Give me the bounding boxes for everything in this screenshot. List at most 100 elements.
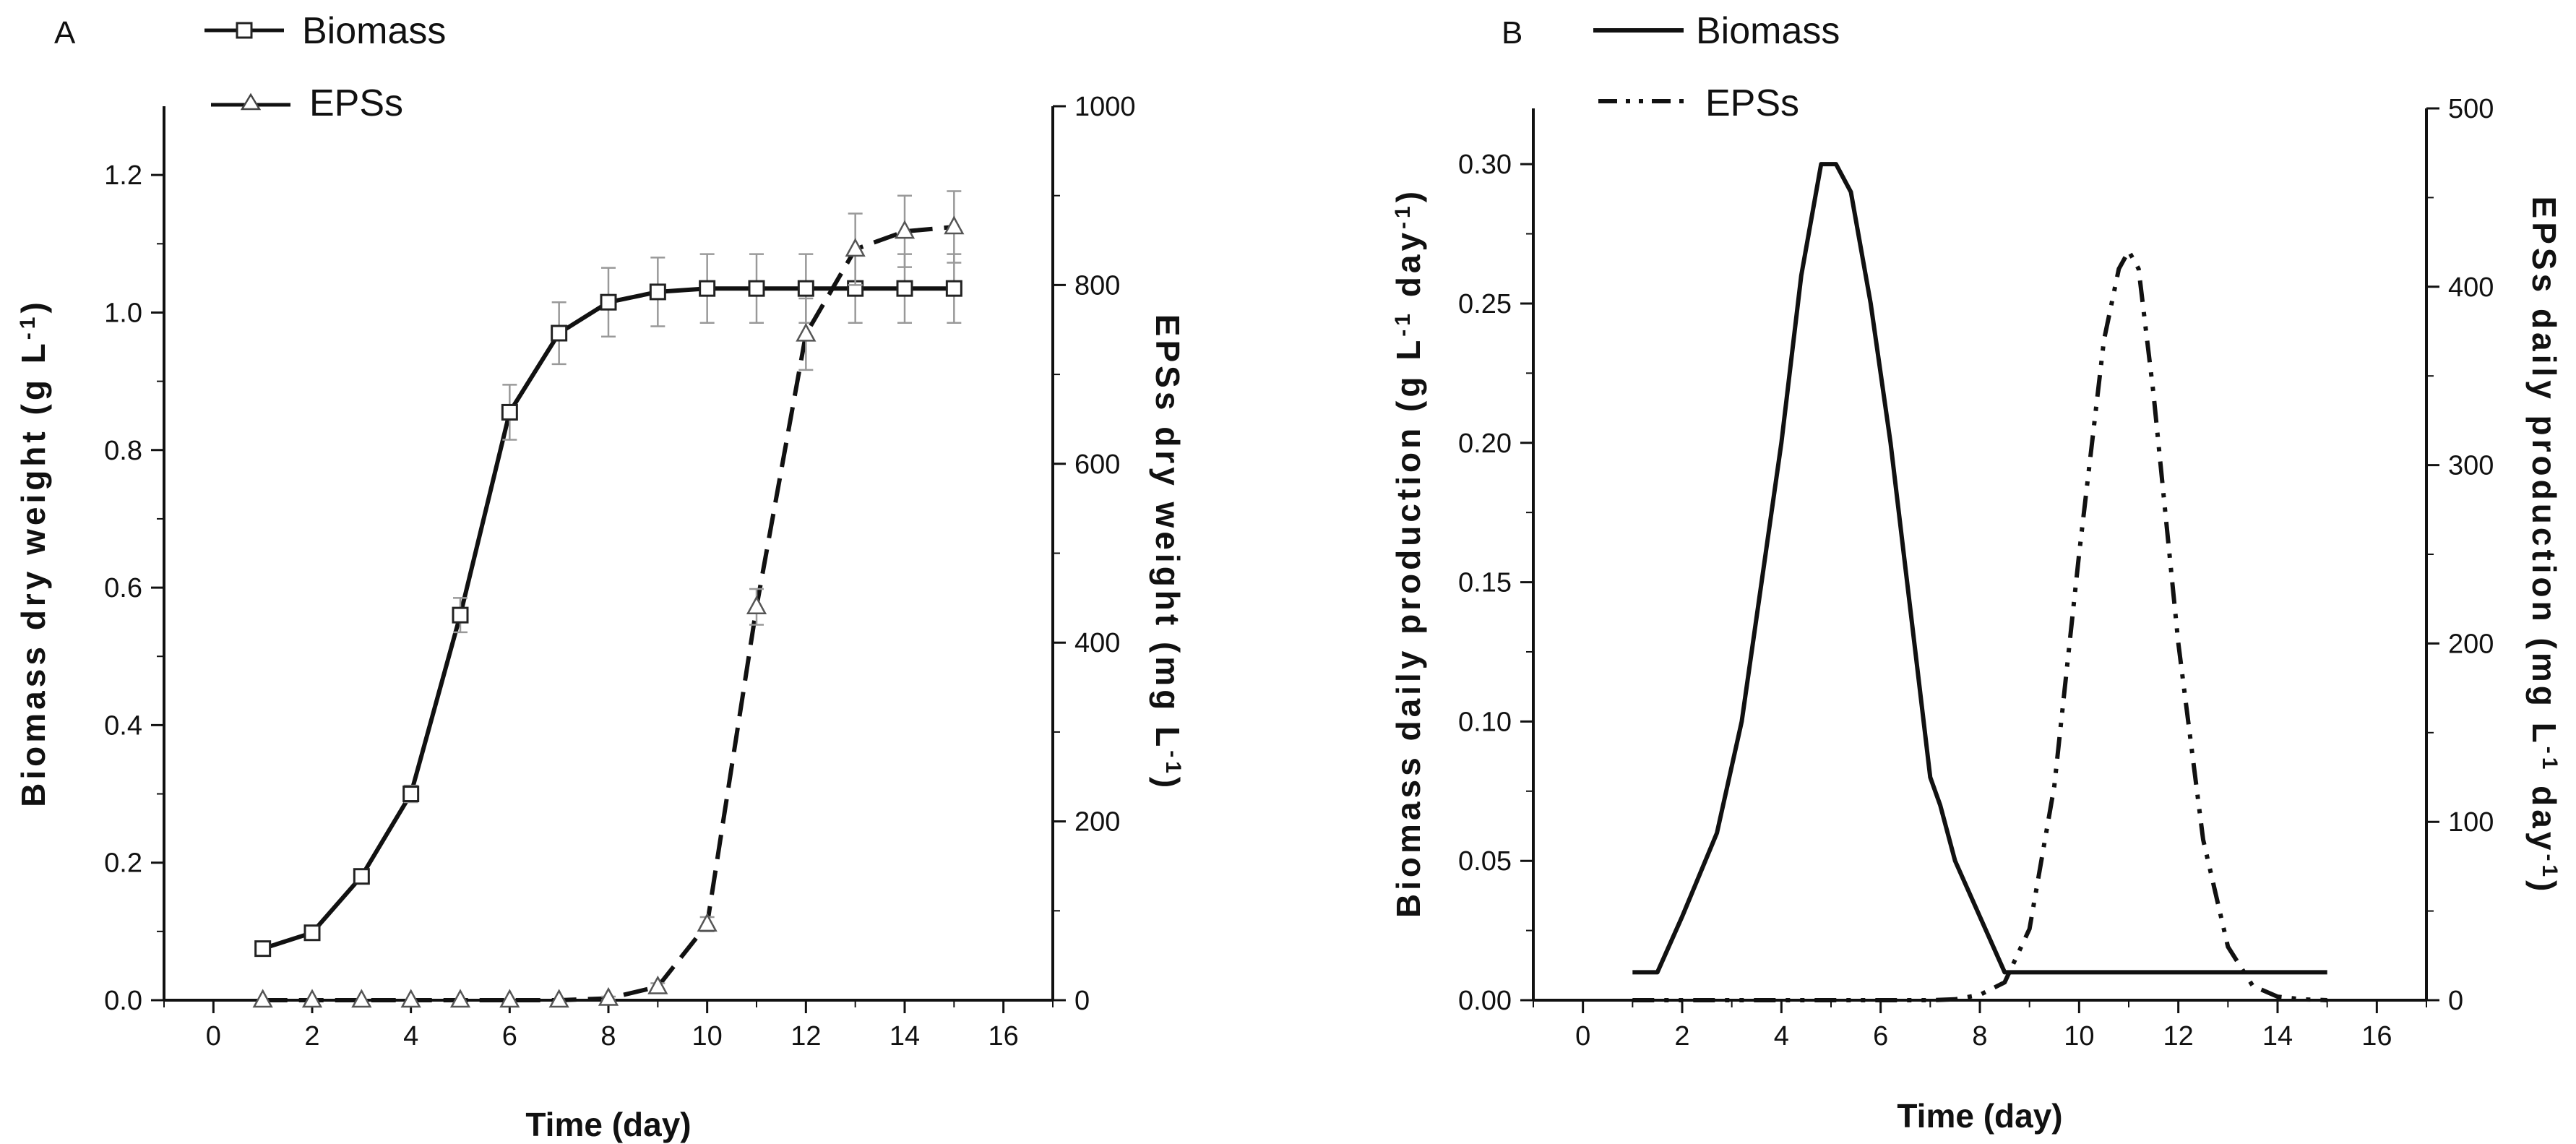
y-left-tick-label: 0.15: [1458, 568, 1512, 598]
x-tick-label: 6: [502, 1021, 517, 1051]
y-left-tick-label: 0.0: [104, 986, 142, 1016]
x-axis-label-a: Time (day): [525, 1106, 691, 1143]
legend-a-eps-label: EPSs: [309, 82, 403, 124]
x-tick-label: 4: [403, 1021, 418, 1051]
y-left-tick-label: 0.30: [1458, 150, 1512, 180]
y-left-tick-label: 0.2: [104, 848, 142, 879]
y-left-tick-label: 0.25: [1458, 289, 1512, 319]
data-point-biomass: [452, 606, 469, 624]
y-left-tick-label: 0.6: [104, 573, 142, 603]
data-point-biomass: [699, 280, 716, 297]
y-right-tick-label: 800: [1074, 270, 1120, 301]
x-tick-label: 8: [600, 1021, 616, 1051]
x-tick-label: 6: [1873, 1021, 1888, 1051]
x-tick-label: 14: [2262, 1021, 2293, 1051]
x-axis-label-b: Time (day): [1897, 1097, 2062, 1135]
legend-a-biomass-marker: [236, 22, 253, 39]
data-point-epss: [598, 986, 619, 1006]
y-left-axis-label-a: Biomass dry weight (g L-1): [14, 298, 52, 807]
data-point-epss: [944, 215, 965, 235]
y-right-tick-label: 200: [2448, 629, 2494, 659]
data-point-epss: [845, 238, 866, 257]
y-right-tick-label: 0: [1074, 986, 1090, 1016]
series-line-epss: [1632, 249, 2327, 1002]
y-right-axis-label-a: EPSs dry weight (mg L-1): [1149, 314, 1186, 791]
data-point-epss: [548, 989, 569, 1008]
data-point-biomass: [551, 324, 568, 342]
data-point-biomass: [254, 940, 272, 958]
x-tick-label: 10: [2064, 1021, 2094, 1051]
panel-b-letter: B: [1502, 15, 1522, 51]
y-right-tick-label: 300: [2448, 451, 2494, 481]
y-left-tick-label: 0.10: [1458, 707, 1512, 737]
x-tick-label: 0: [1575, 1021, 1590, 1051]
legend-a-biomass-label: Biomass: [302, 10, 446, 52]
x-tick-label: 12: [791, 1021, 821, 1051]
x-tick-label: 0: [206, 1021, 221, 1051]
y-left-axis-label-b: Biomass daily production (g L-1 day-1): [1390, 188, 1427, 918]
x-tick-label: 16: [2361, 1021, 2392, 1051]
data-point-epss: [449, 989, 471, 1008]
y-right-tick-label: 100: [2448, 807, 2494, 838]
legend-b-biomass-label: Biomass: [1696, 10, 1840, 52]
data-point-biomass: [303, 924, 321, 942]
data-point-biomass: [501, 403, 518, 421]
data-point-epss: [301, 989, 323, 1008]
data-point-epss: [351, 989, 372, 1008]
y-right-tick-label: 500: [2448, 94, 2494, 124]
y-left-tick-label: 0.05: [1458, 846, 1512, 877]
data-point-biomass: [353, 868, 370, 885]
data-point-epss: [252, 989, 273, 1008]
y-left-tick-label: 0.8: [104, 436, 142, 466]
x-tick-label: 2: [1674, 1021, 1689, 1051]
data-point-epss: [746, 595, 767, 614]
legend-a-eps-marker: [240, 93, 262, 111]
data-point-biomass: [797, 280, 814, 297]
series-a: [252, 190, 965, 1008]
x-ticks-a: 0 2 4 6 8 10 12 14 16: [163, 1000, 1054, 1051]
panel-a-letter: A: [54, 15, 76, 51]
data-point-epss: [647, 975, 668, 994]
x-tick-label: 8: [1972, 1021, 1987, 1051]
y-left-tick-label: 1.2: [104, 160, 142, 191]
x-tick-label: 10: [692, 1021, 723, 1051]
data-point-epss: [697, 913, 718, 932]
y-right-tick-label: 400: [1074, 628, 1120, 658]
panel-a: A Biomass EPSs 0 2 4 6 8 10 12 14 16 0.00.20.40.…: [14, 10, 1186, 1143]
y-right-tick-label: 0: [2448, 986, 2463, 1016]
data-point-biomass: [896, 280, 913, 297]
y-left-tick-label: 0.00: [1458, 986, 1512, 1016]
data-point-biomass: [649, 283, 666, 301]
series-b: [1632, 162, 2327, 1002]
data-point-epss: [894, 220, 916, 239]
y-left-ticks-a: 0.0 0.2 0.4 0.6 0.8 1.0 1.2: [104, 160, 164, 1016]
x-tick-label: 16: [988, 1021, 1019, 1051]
data-point-biomass: [748, 280, 765, 297]
series-line-biomass: [262, 286, 955, 951]
data-point-epss: [499, 989, 520, 1008]
data-point-biomass: [945, 280, 962, 297]
data-point-biomass: [402, 786, 420, 803]
y-right-ticks-b: 0 100 200 300 400 500: [2426, 94, 2494, 1016]
x-tick-label: 4: [1774, 1021, 1789, 1051]
legend-b: Biomass EPSs: [1593, 10, 1840, 124]
legend-b-eps-label: EPSs: [1705, 82, 1799, 124]
x-ticks-b: 0 2 4 6 8 10 12 14 16: [1533, 1000, 2427, 1051]
y-left-tick-label: 1.0: [104, 298, 142, 328]
y-right-tick-label: 200: [1074, 807, 1120, 838]
y-right-tick-label: 600: [1074, 450, 1120, 480]
data-point-epss: [400, 989, 421, 1008]
series-line-biomass: [1632, 162, 2327, 975]
data-point-epss: [796, 322, 817, 342]
y-left-tick-label: 0.20: [1458, 429, 1512, 459]
data-point-biomass: [600, 293, 617, 311]
y-right-ticks-a: 0 200 400 600 800 1000: [1053, 92, 1136, 1016]
y-right-axis-label-b: EPSs daily production (mg L-1 day-1): [2525, 197, 2563, 895]
y-right-tick-label: 1000: [1074, 92, 1136, 122]
panel-b: B Biomass EPSs 0 2 4 6 8 10 12 14 16 0.00 0.05 0.1…: [1390, 10, 2563, 1135]
x-tick-label: 14: [889, 1021, 920, 1051]
y-left-ticks-b: 0.00 0.05 0.10 0.15 0.20 0.25 0.30: [1458, 150, 1533, 1016]
x-tick-label: 12: [2163, 1021, 2194, 1051]
x-tick-label: 2: [304, 1021, 319, 1051]
